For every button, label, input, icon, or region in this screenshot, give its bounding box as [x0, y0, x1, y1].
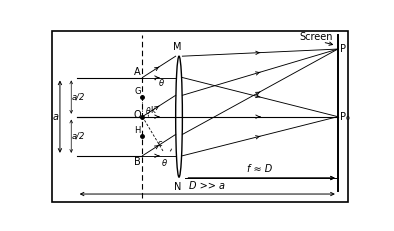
- Text: k: k: [150, 106, 155, 115]
- Text: a/2: a/2: [72, 93, 85, 102]
- Text: B: B: [134, 157, 141, 167]
- Text: N: N: [174, 182, 181, 191]
- Text: P₀: P₀: [340, 112, 350, 122]
- Text: f ≈ D: f ≈ D: [247, 164, 273, 174]
- Text: a/2: a/2: [72, 132, 85, 141]
- Text: c: c: [157, 139, 162, 148]
- Text: D >> a: D >> a: [189, 181, 225, 191]
- Text: A: A: [134, 67, 141, 77]
- Text: Screen: Screen: [300, 32, 333, 42]
- Text: θ: θ: [162, 159, 167, 168]
- Text: θ: θ: [146, 107, 151, 116]
- Text: a: a: [52, 112, 58, 122]
- Text: G: G: [134, 87, 141, 96]
- Text: θ: θ: [159, 79, 164, 88]
- Text: M: M: [173, 42, 182, 52]
- Text: O: O: [133, 110, 141, 120]
- Text: H: H: [134, 126, 141, 135]
- Text: P: P: [340, 44, 346, 54]
